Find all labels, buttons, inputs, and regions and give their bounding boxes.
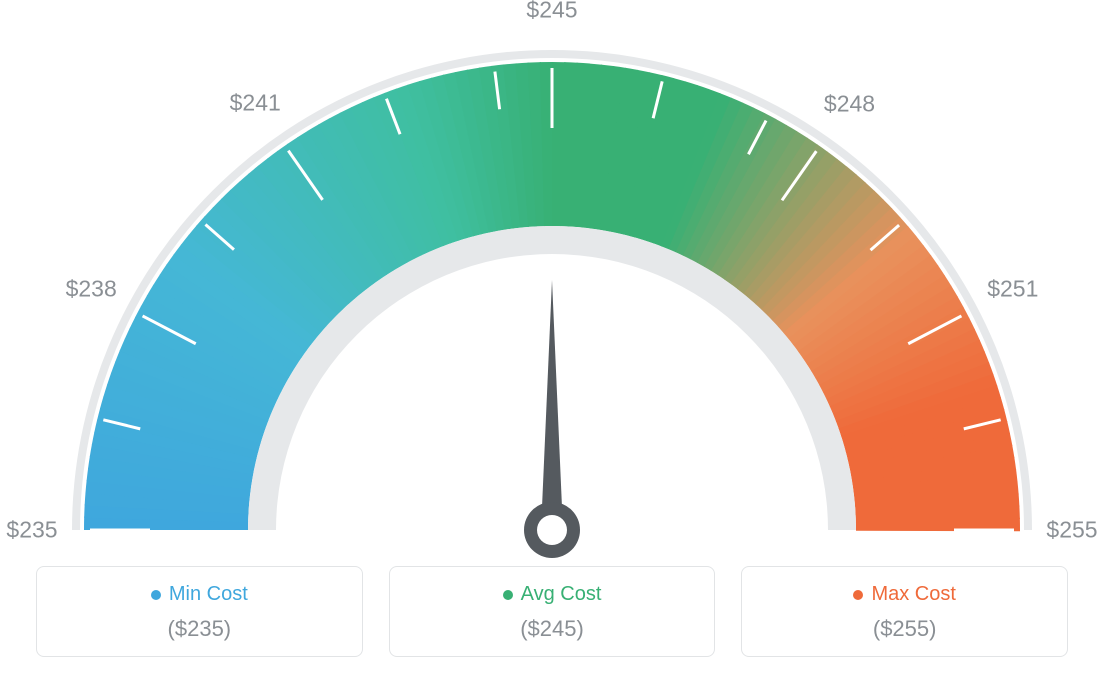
gauge-chart: $235 $238 $241 $245 $248 $251 $255 [0,0,1104,560]
legend-title-text: Max Cost [871,583,955,606]
legend-title-min: Min Cost [151,583,248,606]
gauge-tick-label: $235 [6,517,57,544]
legend-card-avg: Avg Cost ($245) [389,566,716,657]
legend-title-text: Avg Cost [521,583,602,606]
legend-value-min: ($235) [47,616,352,642]
gauge-tick-label: $248 [824,90,875,117]
legend-card-min: Min Cost ($235) [36,566,363,657]
dot-icon [503,590,513,600]
legend-value-max: ($255) [752,616,1057,642]
legend-title-avg: Avg Cost [503,583,602,606]
legend-value-avg: ($245) [400,616,705,642]
gauge-tick-label: $251 [987,276,1038,303]
gauge-tick-label: $255 [1046,517,1097,544]
legend-title-max: Max Cost [853,583,955,606]
gauge-tick-label: $241 [230,90,281,117]
gauge-tick-label: $245 [526,0,577,24]
dot-icon [151,590,161,600]
gauge-svg [0,0,1104,560]
gauge-tick-label: $238 [66,276,117,303]
dot-icon [853,590,863,600]
legend-title-text: Min Cost [169,583,248,606]
legend-row: Min Cost ($235) Avg Cost ($245) Max Cost… [0,566,1104,657]
legend-card-max: Max Cost ($255) [741,566,1068,657]
